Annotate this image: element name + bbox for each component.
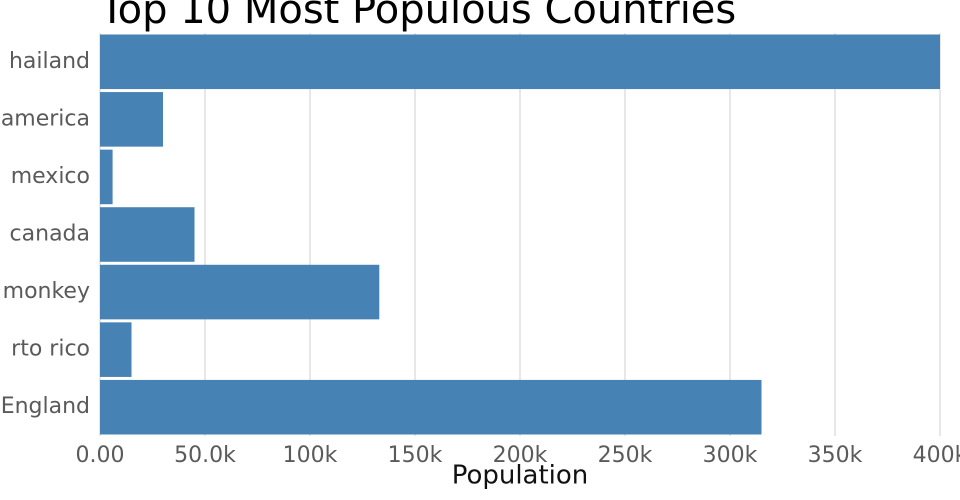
x-tick-label: 250k [598,443,653,468]
y-tick-label: hailand [9,49,90,74]
bar [100,207,195,262]
y-tick-label: mexico [11,164,90,189]
x-tick-label: 50.0k [174,443,236,468]
grid [99,33,941,436]
bar [100,322,132,377]
y-tick-label: monkey [3,279,90,304]
bar [100,34,940,90]
y-tick-label: England [1,394,90,419]
x-tick-label: 150k [388,443,443,468]
chart-title: Top 10 Most Populous Countries [99,0,736,33]
labels: 0.00 50.0k 100k 150k 200k 250k 300k 350k 400k hai… [1,49,960,468]
bar [100,149,113,205]
y-tick-label: america [1,106,90,131]
bars [100,34,940,435]
x-axis-label: Population [452,461,589,491]
bar [100,92,163,147]
x-tick-label: 300k [703,443,758,468]
x-tick-label: 200k [493,443,548,468]
bar [100,264,380,320]
x-tick-label: 400k [913,443,960,468]
bar [100,379,762,435]
y-tick-label: canada [10,222,90,247]
x-tick-label: 350k [808,443,863,468]
y-tick-label: rto rico [11,337,90,362]
x-tick-label: 0.00 [76,443,125,468]
x-tick-label: 100k [283,443,338,468]
